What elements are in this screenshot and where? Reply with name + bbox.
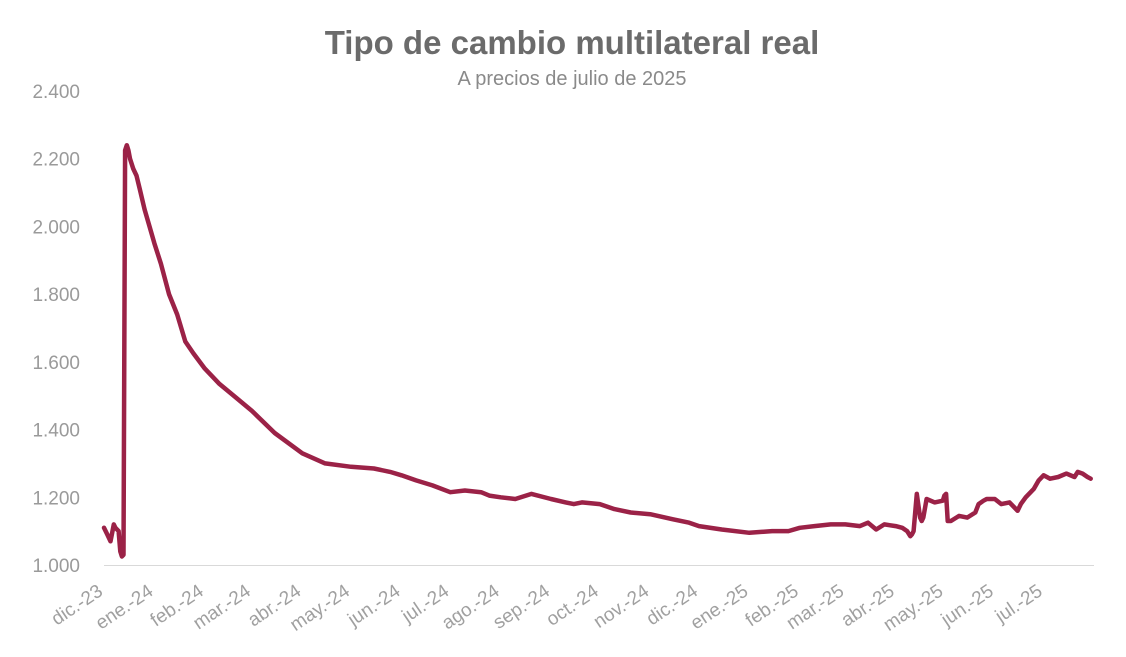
y-tick-label: 1.400 <box>32 421 80 442</box>
x-tick-label: jun.-25 <box>937 581 998 631</box>
y-tick-label: 2.000 <box>32 217 80 238</box>
y-axis: 1.000 1.200 1.400 1.600 1.800 2.000 2.200 2.400 <box>32 82 80 577</box>
y-tick-label: 1.000 <box>32 556 80 577</box>
y-tick-label: 2.200 <box>32 150 80 171</box>
y-tick-label: 1.200 <box>32 488 80 509</box>
x-tick-label: jun.-24 <box>344 581 405 632</box>
x-tick-label: nov.-24 <box>590 580 653 632</box>
x-tick-label: jul.-25 <box>991 581 1046 628</box>
x-tick-label: sep.-24 <box>490 580 555 633</box>
y-tick-label: 1.600 <box>32 353 80 374</box>
series-line <box>101 142 1093 559</box>
x-axis: dic.-23ene.-24feb.-24mar.-24abr.-24may.-… <box>48 580 1047 635</box>
x-tick-label: ene.-25 <box>687 581 752 634</box>
y-tick-label: 2.400 <box>32 82 80 103</box>
chart-title: Tipo de cambio multilateral real <box>324 24 820 61</box>
chart-subtitle: A precios de julio de 2025 <box>457 68 687 90</box>
y-tick-label: 1.800 <box>32 285 80 306</box>
x-tick-label: ene.-24 <box>92 581 158 635</box>
x-tick-label: ago.-24 <box>438 581 504 635</box>
